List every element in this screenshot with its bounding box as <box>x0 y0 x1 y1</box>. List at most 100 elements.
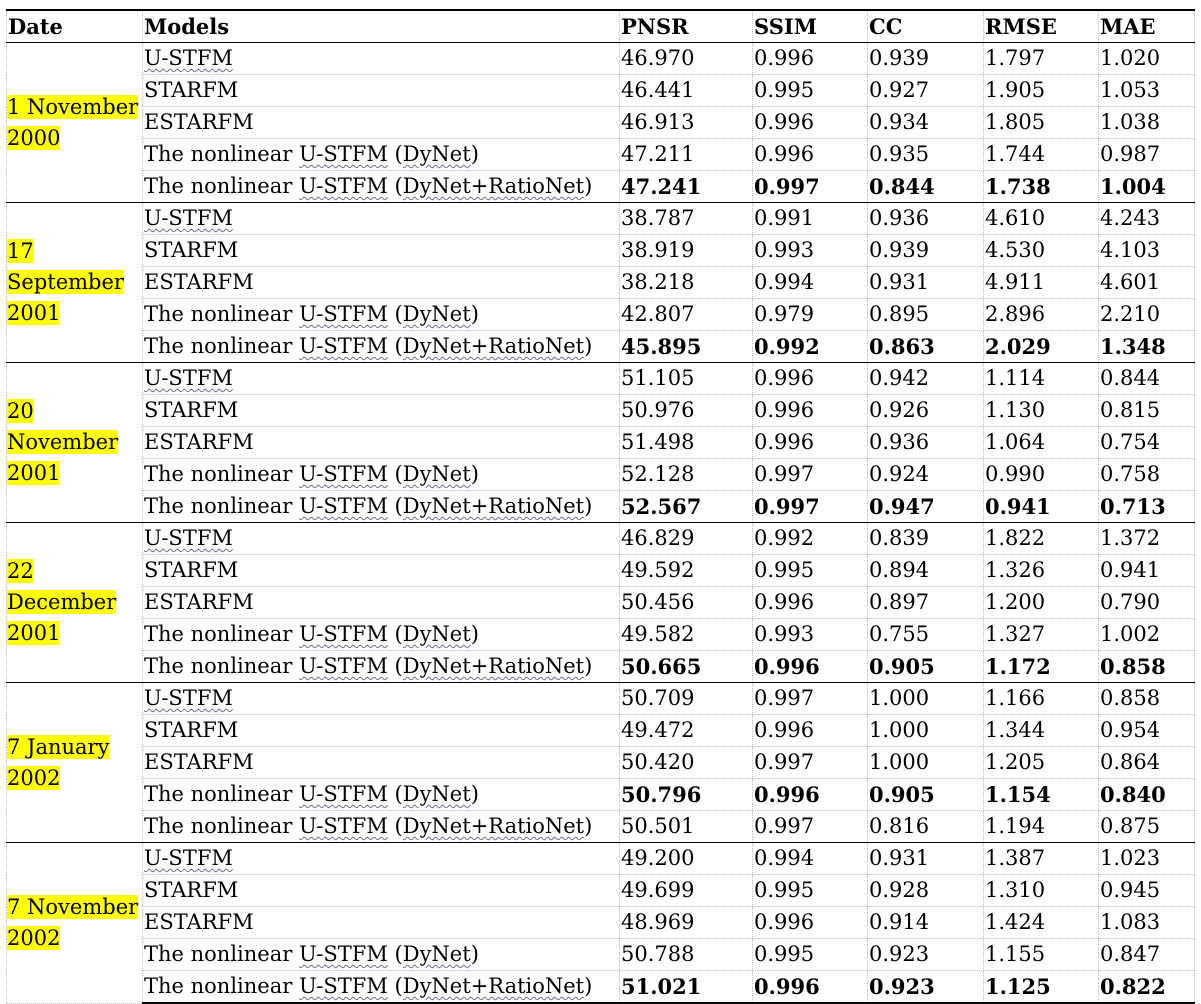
ssim-cell: 0.994 <box>752 842 868 875</box>
cc-cell: 0.926 <box>867 394 984 427</box>
table-row: The nonlinear U-STFM (DyNet) 47.211 0.996 0… <box>7 138 1195 171</box>
rmse-cell: 1.744 <box>983 138 1099 171</box>
header-pnsr: PNSR <box>619 9 753 43</box>
rmse-cell: 1.326 <box>983 554 1099 587</box>
pnsr-cell: 49.472 <box>619 714 753 747</box>
rmse-cell: 1.154 <box>983 778 1099 811</box>
model-name: The nonlinear U-STFM (DyNet+RatioNet) <box>144 334 593 358</box>
ssim-cell: 0.996 <box>752 106 868 139</box>
ssim-cell: 0.996 <box>752 426 868 459</box>
cc-cell: 0.931 <box>867 842 984 875</box>
pnsr-cell: 51.105 <box>619 362 753 395</box>
pnsr-cell: 52.128 <box>619 458 753 491</box>
date-cell: 7 November 2002 <box>6 842 143 1004</box>
results-table-container: Date Models PNSR SSIM CC RMSE MAE 1 Nove… <box>6 9 1195 1004</box>
model-name: The nonlinear U-STFM (DyNet) <box>144 302 479 326</box>
model-name: The nonlinear U-STFM (DyNet) <box>144 462 479 486</box>
header-models: Models <box>142 9 620 43</box>
rmse-cell: 1.166 <box>983 682 1099 715</box>
rmse-cell: 1.172 <box>983 650 1099 683</box>
table-row: 7 January 2002 U-STFM 50.709 0.997 1.000 1.166… <box>6 682 1195 843</box>
ssim-cell: 0.995 <box>752 938 868 971</box>
model-name: STARFM <box>144 238 239 262</box>
header-mae: MAE <box>1098 9 1195 43</box>
cc-cell: 0.936 <box>867 426 984 459</box>
model-cell: STARFM <box>142 234 620 267</box>
model-cell: ESTARFM <box>142 746 620 779</box>
cc-cell: 0.939 <box>867 234 984 267</box>
date-line: November <box>7 430 119 454</box>
cc-cell: 0.936 <box>867 202 984 235</box>
ssim-cell: 0.997 <box>752 746 868 779</box>
model-cell: The nonlinear U-STFM (DyNet) <box>142 618 620 651</box>
table-row: The nonlinear U-STFM (DyNet+RatioNet) 50.… <box>7 650 1195 683</box>
table-row: ESTARFM 50.456 0.996 0.897 1.200 0.790 <box>7 586 1195 619</box>
table-row: STARFM 49.592 0.995 0.894 1.326 0.941 <box>7 554 1195 587</box>
ssim-cell: 0.995 <box>752 874 868 907</box>
pnsr-cell: 38.218 <box>619 266 753 299</box>
header-cc: CC <box>867 9 984 43</box>
rmse-cell: 1.310 <box>983 874 1099 907</box>
pnsr-cell: 46.970 <box>619 42 753 75</box>
pnsr-cell: 42.807 <box>619 298 753 331</box>
pnsr-cell: 50.976 <box>619 394 753 427</box>
rmse-cell: 1.738 <box>983 170 1099 203</box>
date-line: 2001 <box>7 621 61 645</box>
cc-cell: 0.844 <box>867 170 984 203</box>
date-line: 2000 <box>7 125 61 150</box>
rmse-cell: 4.530 <box>983 234 1099 267</box>
table-row: The nonlinear U-STFM (DyNet+RatioNet) 47.… <box>7 170 1195 203</box>
pnsr-cell: 49.699 <box>619 874 753 907</box>
mae-cell: 0.987 <box>1098 138 1195 171</box>
results-table: Date Models PNSR SSIM CC RMSE MAE 1 Nove… <box>6 9 1195 1004</box>
cc-cell: 0.935 <box>867 138 984 171</box>
ssim-cell: 0.997 <box>752 810 868 843</box>
ssim-cell: 0.996 <box>752 714 868 747</box>
mae-cell: 0.713 <box>1098 490 1195 523</box>
date-line: 7 January <box>7 734 110 759</box>
cc-cell: 0.931 <box>867 266 984 299</box>
model-name: ESTARFM <box>144 590 254 614</box>
mae-cell: 4.243 <box>1098 202 1195 235</box>
model-cell: ESTARFM <box>142 586 620 619</box>
model-name: STARFM <box>144 398 239 422</box>
ssim-cell: 0.996 <box>752 362 868 395</box>
pnsr-cell: 47.241 <box>619 170 753 203</box>
model-cell: STARFM <box>142 714 620 747</box>
header-rmse: RMSE <box>983 9 1099 43</box>
model-name: STARFM <box>144 718 239 742</box>
mae-cell: 0.875 <box>1098 810 1195 843</box>
ssim-cell: 0.996 <box>752 42 868 75</box>
mae-cell: 2.210 <box>1098 298 1195 331</box>
pnsr-cell: 47.211 <box>619 138 753 171</box>
table-row: 22 December 2001 U-STFM 46.829 0.992 0.839 1.8… <box>6 522 1195 683</box>
cc-cell: 0.927 <box>867 74 984 107</box>
ssim-cell: 0.993 <box>752 618 868 651</box>
cc-cell: 0.947 <box>867 490 984 523</box>
model-cell: The nonlinear U-STFM (DyNet+RatioNet) <box>142 650 620 683</box>
date-cell: 1 November 2000 <box>6 42 143 203</box>
model-cell: ESTARFM <box>142 426 620 459</box>
model-name: U-STFM <box>144 526 233 550</box>
date-line: 22 December <box>7 559 117 614</box>
cc-cell: 1.000 <box>867 682 984 715</box>
table-body: 1 November 2000 U-STFM 46.970 0.996 0.939 1.79… <box>6 42 1195 1004</box>
model-name: STARFM <box>144 78 239 102</box>
ssim-cell: 0.979 <box>752 298 868 331</box>
date-cell: 22 December 2001 <box>6 522 143 683</box>
table-row: ESTARFM 50.420 0.997 1.000 1.205 0.864 <box>7 746 1195 779</box>
date-line: 20 <box>7 399 34 423</box>
date-line: 2002 <box>7 925 61 950</box>
date-line: 2002 <box>7 765 61 790</box>
mae-cell: 0.954 <box>1098 714 1195 747</box>
model-name: U-STFM <box>144 686 233 710</box>
ssim-cell: 0.995 <box>752 554 868 587</box>
pnsr-cell: 51.498 <box>619 426 753 459</box>
pnsr-cell: 49.200 <box>619 842 753 875</box>
mae-cell: 0.858 <box>1098 682 1195 715</box>
rmse-cell: 0.990 <box>983 458 1099 491</box>
rmse-cell: 1.064 <box>983 426 1099 459</box>
header-row: Date Models PNSR SSIM CC RMSE MAE <box>6 9 1195 43</box>
mae-cell: 0.844 <box>1098 362 1195 395</box>
cc-cell: 1.000 <box>867 746 984 779</box>
